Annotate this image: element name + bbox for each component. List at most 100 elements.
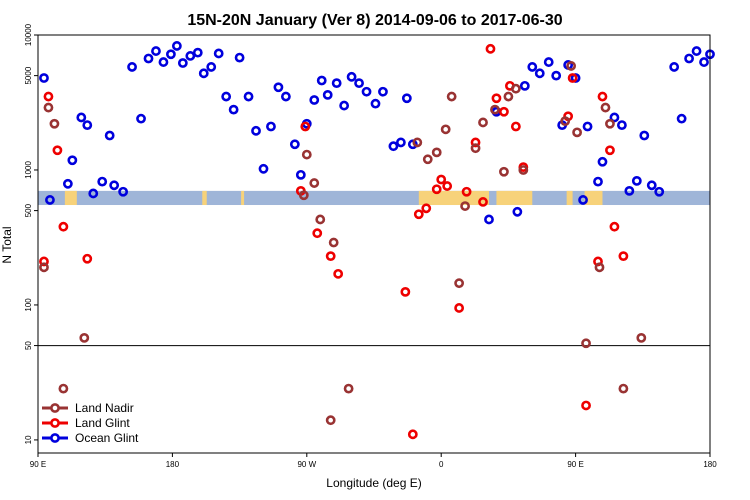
data-point (198, 68, 209, 79)
data-point (609, 112, 620, 123)
data-point (684, 53, 694, 64)
plot-frame (37, 34, 711, 454)
data-point (243, 91, 254, 102)
data-point (527, 62, 538, 72)
x-axis: 90 E 180 90 W 0 90 E 180 (30, 453, 717, 469)
x-axis-label: Longitude (deg E) (326, 476, 421, 490)
data-point (266, 121, 276, 132)
data-point (597, 156, 608, 167)
data-point (273, 82, 284, 93)
data-point (166, 49, 176, 60)
series-land-nadir (39, 61, 647, 426)
data-point (104, 130, 115, 141)
data-point (618, 383, 629, 394)
data-point (470, 143, 481, 154)
data-point (654, 186, 665, 197)
data-point (478, 197, 488, 207)
legend-marker (50, 433, 60, 443)
data-point (312, 228, 323, 239)
data-point (39, 73, 49, 83)
legend-item: Land Nadir (42, 401, 134, 415)
data-point (412, 137, 423, 148)
data-point (460, 201, 470, 211)
data-point (609, 221, 620, 232)
data-point (221, 91, 232, 102)
data-point (97, 176, 108, 187)
legend-label: Land Nadir (75, 401, 134, 415)
data-point (478, 117, 488, 128)
map-band (38, 190, 710, 206)
data-point (52, 145, 63, 156)
data-point (88, 188, 99, 199)
data-point (300, 121, 311, 132)
data-point (361, 86, 372, 97)
data-point (289, 139, 300, 150)
data-point (343, 383, 354, 394)
data-point (407, 429, 418, 440)
data-point (461, 186, 472, 197)
data-point (43, 102, 54, 113)
data-point (551, 70, 562, 81)
data-point (258, 163, 269, 174)
data-point (597, 91, 608, 102)
data-point (158, 57, 169, 67)
data-point (378, 86, 388, 97)
y-tick-label: 10 (24, 435, 33, 444)
data-point (325, 251, 336, 262)
data-point (594, 262, 605, 273)
data-point (581, 400, 591, 411)
legend-label: Ocean Glint (75, 431, 139, 445)
data-point (185, 51, 196, 61)
data-point (491, 93, 502, 104)
data-point (534, 68, 545, 79)
data-point (328, 237, 339, 248)
data-point (298, 190, 309, 201)
y-axis: 10 50 100 500 1000 5000 10000 (24, 23, 38, 444)
data-point (192, 47, 203, 58)
land-patch (202, 190, 207, 206)
data-point (631, 175, 642, 186)
data-point (206, 62, 217, 72)
data-point (499, 166, 509, 177)
data-point (301, 149, 312, 160)
data-point (440, 124, 451, 135)
y-axis-label: N Total (0, 226, 14, 263)
data-point (669, 62, 680, 72)
data-point (510, 83, 521, 94)
data-point (58, 383, 69, 394)
data-point (151, 46, 161, 56)
data-point (699, 57, 709, 67)
data-point (58, 221, 69, 232)
data-point (171, 41, 182, 51)
data-point (127, 62, 137, 72)
data-point (309, 95, 320, 105)
data-point (470, 137, 481, 148)
data-point (39, 262, 49, 273)
data-point (316, 75, 327, 86)
data-point (109, 180, 120, 191)
data-point (499, 106, 509, 117)
data-point (422, 154, 433, 165)
data-point (566, 61, 577, 71)
data-point (49, 118, 60, 129)
legend-marker (50, 418, 60, 428)
band-layer (38, 190, 710, 206)
legend-item: Ocean Glint (42, 431, 139, 445)
data-point (605, 145, 615, 156)
data-point (413, 209, 424, 220)
data-point (618, 251, 629, 262)
land-patch (241, 190, 245, 206)
data-point (315, 214, 326, 225)
data-point (519, 80, 530, 91)
data-point (395, 137, 406, 148)
data-point (322, 89, 333, 100)
x-tick-label: 0 (439, 460, 444, 469)
data-point (76, 112, 87, 123)
x-tick-label: 90 E (567, 460, 583, 469)
data-point (45, 195, 55, 205)
series-land-glint (39, 43, 629, 440)
y-tick-label: 5000 (24, 66, 33, 84)
x-tick-label: 90 E (30, 460, 46, 469)
land-patch (584, 190, 603, 206)
